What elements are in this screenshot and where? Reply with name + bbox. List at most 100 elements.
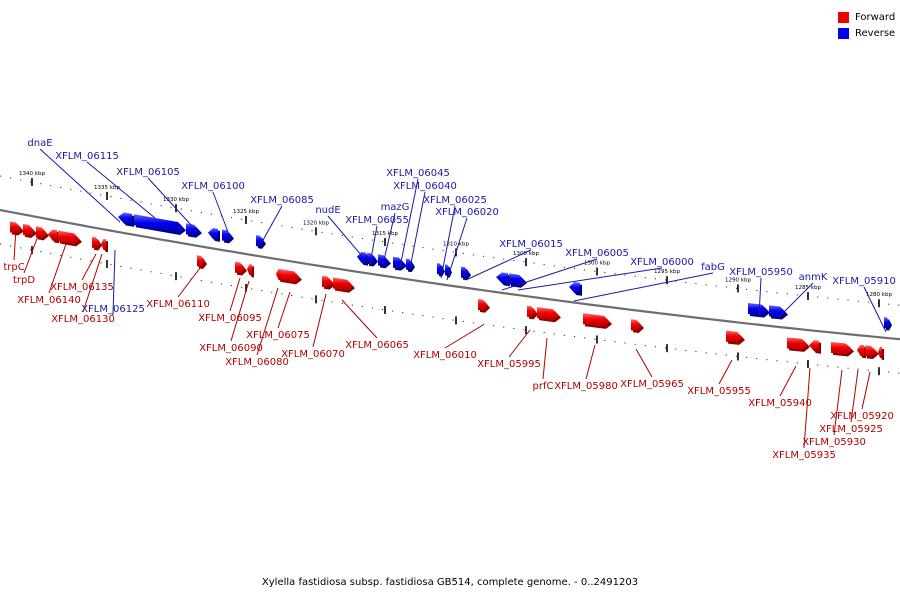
label-xflm-06110[interactable]: XFLM_06110: [146, 299, 210, 310]
leader-xflm-06075: [277, 291, 291, 329]
label-xflm-06010[interactable]: XFLM_06010: [413, 350, 477, 361]
label-xflm-06075[interactable]: XFLM_06075: [246, 330, 310, 341]
label-xflm-06085[interactable]: XFLM_06085: [250, 195, 314, 206]
gene-arrow: [406, 258, 413, 271]
gene-xflm-06010[interactable]: [478, 299, 490, 313]
label-xflm-06020[interactable]: XFLM_06020: [435, 207, 499, 218]
label-xflm-06055[interactable]: XFLM_06055: [345, 215, 409, 226]
label-xflm-05920[interactable]: XFLM_05920: [830, 411, 894, 422]
gene-prfc[interactable]: [537, 307, 561, 323]
gene-fabg[interactable]: [569, 282, 582, 296]
label-xflm-06040[interactable]: XFLM_06040: [393, 181, 457, 192]
gene-xflm-06090[interactable]: [247, 264, 254, 278]
gene-xflm-06070[interactable]: [322, 275, 335, 290]
label-xflm-06065[interactable]: XFLM_06065: [345, 340, 409, 351]
gene-xflm-06040[interactable]: [406, 258, 415, 273]
label-anmk[interactable]: anmK: [799, 272, 828, 283]
gene-xflm-05925[interactable]: [857, 344, 866, 359]
label-fabg[interactable]: fabG: [701, 262, 725, 273]
leader-xflm-05940: [779, 365, 797, 397]
gene-xflm-05995[interactable]: [527, 305, 538, 320]
gene-xflm-05955[interactable]: [726, 330, 745, 345]
gene-xflm-06100b[interactable]: [222, 229, 234, 244]
label-xflm-05910[interactable]: XFLM_05910: [832, 276, 896, 287]
label-xflm-06045[interactable]: XFLM_06045: [386, 168, 450, 179]
gene-xflm-05930[interactable]: [831, 341, 854, 357]
label-xflm-06000[interactable]: XFLM_06000: [630, 257, 694, 268]
gene-arrow: [10, 221, 22, 234]
label-prfc[interactable]: prfC: [533, 381, 554, 392]
leader-xflm-06110: [177, 267, 201, 298]
label-xflm-06015[interactable]: XFLM_06015: [499, 239, 563, 250]
label-xflm-05950[interactable]: XFLM_05950: [729, 267, 793, 278]
gene-xflm-06110[interactable]: [197, 255, 207, 269]
label-xflm-05935[interactable]: XFLM_05935: [772, 450, 836, 461]
gene-xflm-05965[interactable]: [631, 319, 644, 333]
gene-xflm-06130b[interactable]: [101, 238, 108, 253]
label-xflm-06025[interactable]: XFLM_06025: [423, 195, 487, 206]
label-xflm-06130[interactable]: XFLM_06130: [51, 314, 115, 325]
gene-xflm-06140b[interactable]: [48, 229, 59, 244]
gene-xflm-06135[interactable]: [58, 230, 82, 247]
gene-xflm-06100[interactable]: [208, 227, 220, 242]
gene-xflm-05935[interactable]: [809, 340, 821, 354]
gene-xflm-05920[interactable]: [865, 345, 879, 359]
label-xflm-05980[interactable]: XFLM_05980: [554, 381, 618, 392]
label-xflm-06090[interactable]: XFLM_06090: [199, 343, 263, 354]
gene-arrow: [461, 266, 469, 279]
gene-arrow: [322, 275, 333, 288]
label-xflm-05965[interactable]: XFLM_05965: [620, 379, 684, 390]
gene-xflm-05980[interactable]: [583, 313, 612, 329]
genome-axis-line: [0, 208, 900, 341]
gene-xflm-06075[interactable]: [281, 269, 302, 285]
label-xflm-06080[interactable]: XFLM_06080: [225, 357, 289, 368]
gene-trpc[interactable]: [10, 221, 24, 236]
label-xflm-06115[interactable]: XFLM_06115: [55, 151, 119, 162]
gene-trpd[interactable]: [23, 223, 37, 239]
label-xflm-05995[interactable]: XFLM_05995: [477, 359, 541, 370]
leader-xflm-06090: [230, 280, 250, 342]
gene-xflm-06085[interactable]: [256, 235, 266, 249]
gene-xflm-06105[interactable]: [186, 223, 202, 238]
label-xflm-05930[interactable]: XFLM_05930: [802, 437, 866, 448]
gene-arrow: [36, 226, 47, 239]
gene-nude[interactable]: [357, 251, 368, 266]
gene-xflm-06055[interactable]: [367, 252, 378, 267]
gene-xflm-05920b[interactable]: [878, 346, 884, 361]
gene-arrow: [23, 223, 35, 237]
leader-xflm-06070: [312, 293, 327, 348]
label-trpd[interactable]: trpD: [13, 275, 35, 286]
label-nude[interactable]: nudE: [315, 205, 340, 216]
gene-xflm-06115[interactable]: [134, 214, 186, 236]
label-xflm-05925[interactable]: XFLM_05925: [819, 424, 883, 435]
gene-xflm-05950[interactable]: [748, 303, 770, 318]
label-trpc[interactable]: trpC: [3, 262, 24, 273]
gene-arrow: [186, 223, 200, 236]
label-xflm-05940[interactable]: XFLM_05940: [748, 398, 812, 409]
label-xflm-06095[interactable]: XFLM_06095: [198, 313, 262, 324]
label-xflm-06125[interactable]: XFLM_06125: [81, 304, 145, 315]
gene-xflm-06095[interactable]: [235, 261, 247, 276]
label-xflm-05955[interactable]: XFLM_05955: [687, 386, 751, 397]
gene-xflm-06125[interactable]: [118, 212, 134, 227]
gene-xflm-05910[interactable]: [884, 317, 892, 331]
gene-xflm-06045[interactable]: [393, 256, 407, 271]
gene-arrow: [437, 263, 443, 275]
label-xflm-06070[interactable]: XFLM_06070: [281, 349, 345, 360]
gene-xflm-06065[interactable]: [333, 277, 355, 293]
reverse-label: Reverse: [855, 27, 896, 39]
label-xflm-06005[interactable]: XFLM_06005: [565, 248, 629, 259]
label-xflm-06135[interactable]: XFLM_06135: [50, 282, 114, 293]
gene-xflm-06140[interactable]: [36, 226, 49, 241]
label-dnae[interactable]: dnaE: [27, 138, 52, 149]
label-xflm-06100[interactable]: XFLM_06100: [181, 181, 245, 192]
label-xflm-06105[interactable]: XFLM_06105: [116, 167, 180, 178]
label-xflm-06140[interactable]: XFLM_06140: [17, 295, 81, 306]
gene-xflm-06000[interactable]: [509, 273, 527, 288]
leader-xflm-06140: [48, 243, 67, 294]
label-mazg[interactable]: mazG: [381, 202, 410, 213]
gene-xflm-06130[interactable]: [92, 236, 102, 251]
gene-xflm-05940[interactable]: [787, 337, 810, 352]
gene-xflm-06005[interactable]: [496, 272, 510, 287]
gene-xflm-06015[interactable]: [461, 266, 471, 281]
